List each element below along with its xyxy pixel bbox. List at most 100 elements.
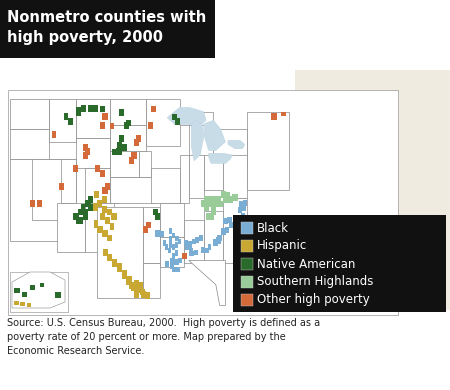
Bar	[153, 209, 158, 216]
Bar	[94, 191, 99, 198]
Polygon shape	[191, 120, 204, 161]
Polygon shape	[204, 120, 225, 151]
Bar	[220, 191, 225, 198]
Bar	[76, 107, 81, 116]
Bar	[100, 122, 105, 129]
Bar	[209, 195, 214, 202]
Bar	[213, 195, 219, 202]
Polygon shape	[180, 112, 213, 125]
Bar	[178, 239, 181, 244]
Bar	[175, 236, 179, 241]
Bar	[172, 253, 175, 259]
Bar	[8, 90, 398, 315]
Polygon shape	[109, 177, 155, 202]
Bar	[93, 202, 98, 211]
Polygon shape	[49, 99, 76, 142]
Bar	[228, 195, 233, 202]
Bar	[211, 204, 216, 211]
Polygon shape	[160, 202, 184, 237]
Bar	[271, 113, 277, 120]
Bar	[134, 291, 139, 298]
Bar	[209, 213, 214, 220]
Polygon shape	[86, 202, 114, 252]
Polygon shape	[10, 159, 61, 241]
Bar	[148, 122, 153, 129]
Bar	[225, 192, 230, 198]
Bar	[78, 217, 83, 224]
Bar	[174, 259, 179, 265]
Bar	[201, 200, 206, 207]
Bar	[192, 239, 196, 244]
Polygon shape	[247, 112, 289, 190]
Polygon shape	[76, 138, 109, 168]
Bar	[40, 283, 44, 287]
Bar	[83, 209, 88, 216]
Polygon shape	[189, 125, 213, 163]
Bar	[216, 237, 220, 244]
Bar	[122, 270, 127, 278]
Text: Southern Highlands: Southern Highlands	[257, 275, 374, 289]
Bar	[242, 204, 246, 211]
Bar	[107, 209, 112, 216]
Bar	[30, 200, 35, 207]
Bar	[155, 230, 160, 237]
Polygon shape	[61, 159, 76, 202]
Bar	[83, 144, 88, 151]
Bar	[112, 213, 117, 220]
Bar	[122, 144, 127, 151]
Bar	[165, 244, 168, 250]
Polygon shape	[32, 159, 61, 220]
Bar	[109, 123, 114, 129]
Bar	[55, 292, 61, 298]
Bar	[170, 241, 172, 248]
Bar	[189, 248, 193, 253]
Bar	[102, 230, 108, 237]
Bar	[218, 201, 223, 207]
Polygon shape	[151, 168, 180, 202]
Bar	[136, 286, 141, 293]
Text: Hispanic: Hispanic	[257, 239, 307, 252]
Bar	[119, 109, 124, 116]
Bar	[172, 233, 175, 237]
Bar	[95, 165, 100, 172]
Bar	[86, 200, 91, 207]
Text: Nonmetro counties with: Nonmetro counties with	[7, 10, 206, 25]
Polygon shape	[213, 129, 247, 163]
Bar	[20, 302, 25, 306]
Polygon shape	[57, 159, 76, 202]
Bar	[131, 152, 136, 159]
Bar	[184, 240, 188, 246]
Bar	[206, 200, 211, 207]
Bar	[232, 194, 238, 201]
Bar	[221, 229, 225, 236]
Bar	[175, 118, 180, 125]
Bar	[216, 201, 220, 207]
Bar	[144, 226, 148, 233]
Bar	[241, 222, 253, 234]
Bar	[170, 236, 172, 241]
Bar	[102, 195, 107, 202]
Bar	[83, 152, 88, 159]
Bar	[116, 148, 122, 155]
Bar	[225, 227, 230, 233]
Bar	[205, 248, 209, 253]
Bar	[124, 122, 129, 129]
Bar	[175, 242, 178, 248]
Bar	[238, 207, 243, 213]
Bar	[10, 272, 68, 312]
Bar	[201, 246, 205, 253]
Bar	[155, 213, 160, 220]
Bar	[134, 139, 139, 146]
Polygon shape	[204, 155, 223, 190]
Polygon shape	[189, 261, 225, 305]
Bar	[88, 204, 93, 211]
Polygon shape	[144, 263, 160, 298]
Polygon shape	[109, 125, 146, 151]
Bar	[223, 218, 228, 224]
Bar	[139, 282, 144, 289]
Bar	[112, 149, 117, 155]
Bar	[126, 276, 132, 285]
Polygon shape	[184, 220, 204, 263]
Text: high poverty, 2000: high poverty, 2000	[7, 30, 163, 45]
Bar	[100, 213, 105, 220]
